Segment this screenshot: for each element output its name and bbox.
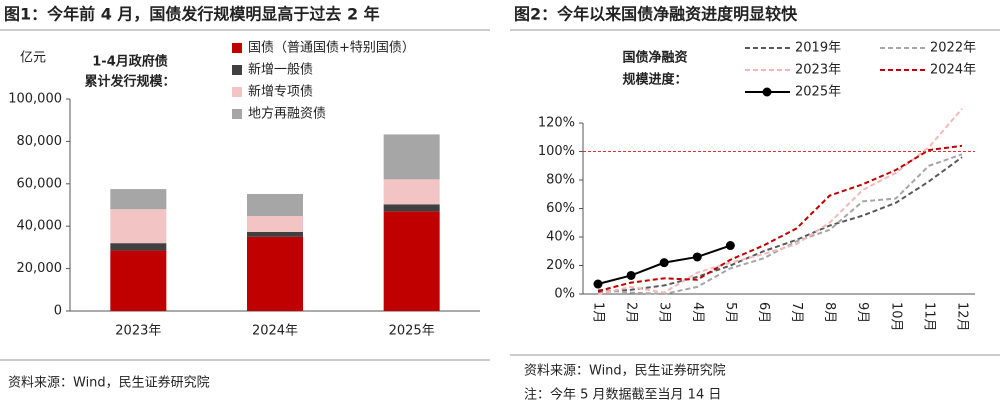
x-tick-label: 4月: [690, 302, 705, 323]
source: 资料来源：Wind，民生证券研究院: [8, 375, 210, 391]
bar-segment: [110, 243, 167, 251]
x-tick-label: 11月: [921, 302, 936, 332]
bar-segment: [383, 204, 440, 212]
point: [725, 241, 735, 251]
x-tick-label: 9月: [855, 302, 870, 323]
legend-label: 2019年: [795, 41, 841, 56]
legend-swatch: [232, 109, 242, 119]
legend-label: 2023年: [795, 63, 841, 78]
legend-label: 地方再融资债: [248, 106, 326, 122]
line: [597, 153, 963, 296]
x-tick-label: 8月: [822, 302, 837, 323]
source: 资料来源：Wind，民生证券研究院: [524, 363, 726, 379]
point: [659, 258, 669, 268]
bar-segment: [247, 236, 303, 311]
x-tick-label: 2023年: [115, 324, 161, 339]
point: [626, 270, 636, 280]
line: [597, 144, 963, 293]
point: [692, 252, 702, 262]
y-tick-label: 0: [54, 304, 62, 319]
y-tick-label: 100,000: [8, 92, 62, 107]
bar-segment: [110, 250, 167, 311]
legend-label: 2025年: [795, 85, 841, 100]
legend-label: 2022年: [930, 41, 976, 56]
y-tick-label: 80,000: [17, 134, 63, 149]
annotation: 1-4月政府债: [92, 54, 168, 70]
legend-label: 新增专项债: [248, 84, 313, 100]
legend-marker: [762, 87, 772, 97]
x-tick-label: 2月: [624, 302, 639, 323]
y-tick-label: 60,000: [17, 176, 63, 191]
annotation: 规模进度：: [622, 72, 687, 88]
y-tick-label: 40,000: [17, 219, 63, 234]
legend-label: 2024年: [930, 63, 976, 78]
y-axis-label: 亿元: [20, 51, 46, 66]
x-tick-label: 6月: [756, 302, 771, 323]
bar-segment: [110, 209, 167, 244]
line: [597, 156, 963, 294]
legend-swatch: [232, 65, 242, 75]
x-tick-label: 2024年: [252, 324, 298, 339]
x-tick-label: 12月: [955, 302, 970, 332]
bar-segment: [247, 216, 303, 232]
bar-segment: [383, 211, 440, 311]
x-tick-label: 5月: [723, 302, 738, 323]
annotation: 累计发行规模：: [84, 74, 175, 90]
y-tick-label: 80%: [546, 173, 575, 188]
legend-swatch: [232, 43, 242, 53]
y-tick-label: 100%: [538, 144, 575, 159]
chart-title: 图2：今年以来国债净融资进度明显较快: [514, 5, 798, 24]
bar-segment: [247, 193, 303, 217]
legend-label: 新增一般债: [248, 62, 313, 78]
y-tick-label: 0%: [554, 287, 575, 302]
x-tick-label: 1月: [591, 302, 606, 323]
bar-segment: [383, 179, 440, 205]
bar-segment: [247, 231, 303, 237]
legend-label: 国债（普通国债+特别国债）: [248, 41, 415, 56]
y-tick-label: 60%: [546, 201, 575, 216]
note: 注：今年 5 月数据截至当月 14 日: [524, 387, 721, 403]
y-tick-label: 20%: [546, 258, 575, 273]
x-tick-label: 7月: [789, 302, 804, 323]
line: [597, 108, 963, 295]
annotation: 国债净融资: [622, 50, 687, 66]
x-tick-label: 2025年: [389, 324, 435, 339]
x-tick-label: 10月: [888, 302, 903, 332]
y-tick-label: 20,000: [17, 261, 63, 276]
legend-swatch: [232, 87, 242, 97]
chart-title: 图1：今年前 4 月，国债发行规模明显高于过去 2 年: [4, 5, 380, 24]
y-tick-label: 120%: [538, 116, 575, 131]
y-tick-label: 40%: [546, 230, 575, 245]
bar-segment: [110, 189, 167, 210]
point: [593, 279, 603, 289]
bar-segment: [383, 134, 440, 180]
x-tick-label: 3月: [657, 302, 672, 323]
